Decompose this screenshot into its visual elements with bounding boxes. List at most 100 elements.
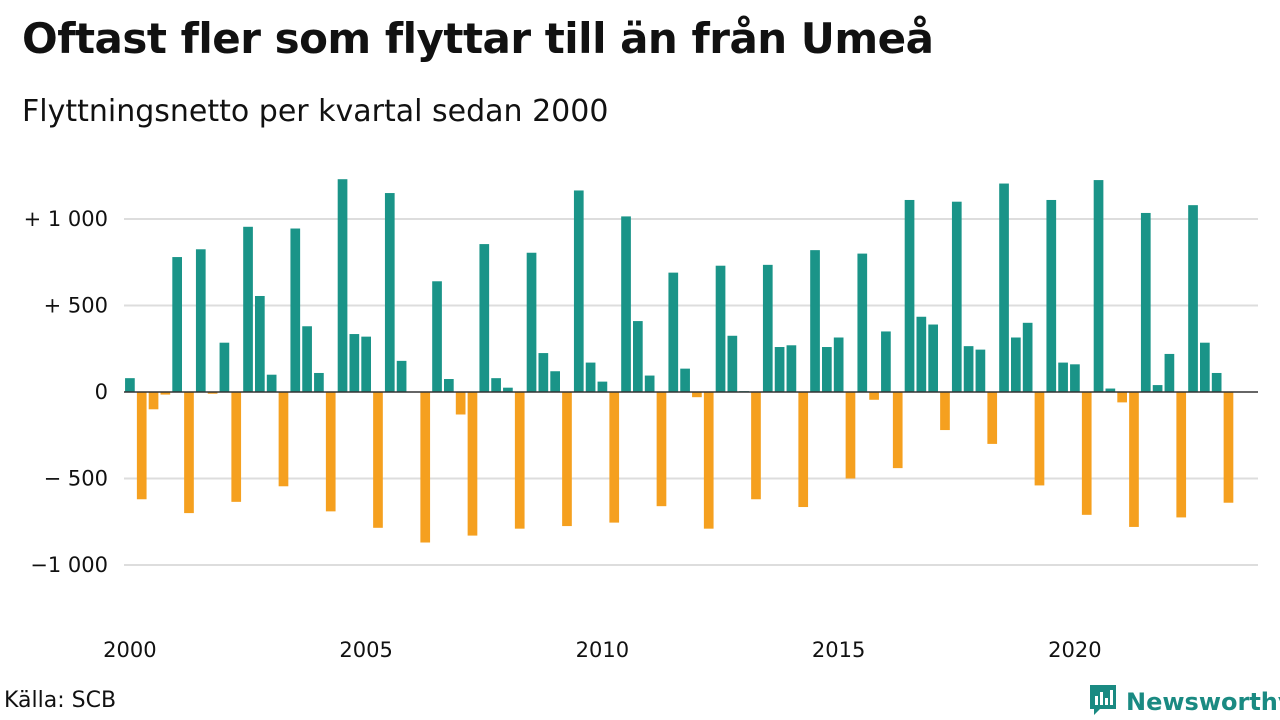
bar-2014K3 [810,250,820,392]
x-tick-label: 2015 [812,638,865,662]
bar-2012K2 [703,392,714,529]
newsworthy-chart-icon [1088,683,1118,720]
y-tick-label: − 500 [44,467,108,491]
bar-2021K3 [1140,212,1151,392]
bar-2021K2 [1129,392,1139,527]
bar-2009K2 [562,392,572,527]
bar-2001K3 [195,249,206,392]
bar-2012K1 [692,392,702,398]
bar-2011K1 [644,375,655,392]
bar-2014K2 [798,392,809,508]
bar-2015K1 [833,337,844,392]
bar-2009K1 [550,371,560,392]
bar-2019K4 [1058,362,1068,392]
bar-2004K2 [325,392,336,512]
bar-2005K4 [396,360,407,392]
bar-2002K3 [243,226,253,392]
bar-2003K2 [278,392,289,487]
y-axis-ticks: + 1 000 + 500 0 − 500 −1 000 [24,207,108,577]
bar-2000K4 [160,392,171,395]
brand-name: Newsworthy [1126,688,1280,716]
bar-2001K4 [207,392,218,394]
bar-2015K4 [869,392,879,400]
x-tick-label: 2000 [103,638,156,662]
bar-2017K2 [940,392,950,431]
bar-2010K4 [633,321,643,392]
bar-2014K1 [786,345,797,392]
bar-2010K3 [621,216,631,392]
bar-2013K2 [751,392,761,500]
bar-2006K2 [420,392,431,543]
bar-2017K4 [963,346,974,392]
bar-2020K2 [1081,392,1092,515]
bar-2011K3 [668,272,679,392]
bar-2011K4 [680,368,690,392]
bar-2004K1 [314,372,324,392]
bar-2002K1 [219,342,230,392]
bar-2002K2 [231,392,242,502]
source-label: Källa: SCB [4,688,117,713]
bar-2008K2 [514,392,525,529]
x-axis-ticks: 2000 2005 2010 2015 2020 [103,638,1101,662]
bar-2022K3 [1188,205,1198,392]
y-tick-label: + 500 [44,294,108,318]
bar-2004K4 [349,334,360,392]
bar-2012K3 [715,265,726,392]
bar-2005K3 [384,193,395,392]
bar-2016K1 [881,331,891,392]
bar-2006K3 [432,281,442,392]
bar-2021K4 [1152,385,1163,392]
bar-2017K3 [951,201,962,392]
bar-2023K1 [1211,372,1222,392]
bar-2000K1 [125,378,135,392]
bar-2008K3 [526,252,537,392]
bar-2019K1 [1022,322,1033,392]
bar-2001K2 [184,392,194,514]
bar-2008K1 [503,387,513,392]
y-tick-label: + 1 000 [24,207,108,231]
bar-2020K4 [1105,388,1116,392]
bar-2004K3 [337,179,348,392]
x-tick-label: 2005 [339,638,392,662]
bar-2007K4 [491,378,501,392]
brand-logo[interactable]: Newsworthy [1088,684,1280,720]
bar-2012K4 [727,335,738,392]
bar-2003K4 [302,326,312,392]
chart-title: Oftast fler som flyttar till än från Ume… [22,14,934,63]
bar-2010K2 [609,392,620,523]
bar-2009K3 [573,190,584,392]
bar-2003K3 [290,228,301,392]
bar-2015K2 [845,392,856,479]
bar-2016K2 [892,392,903,469]
bar-2023K2 [1223,392,1234,503]
bar-2013K4 [774,347,785,392]
bar-2010K1 [597,381,608,392]
bar-2017K1 [928,324,938,392]
bar-2006K4 [444,379,454,392]
bar-2018K4 [1011,337,1021,392]
bar-2016K4 [916,316,927,392]
bar-2005K2 [373,392,383,528]
bar-2019K3 [1046,199,1057,392]
y-tick-label: −1 000 [30,553,108,577]
bar-2008K4 [538,353,549,392]
bar-2001K1 [172,257,182,392]
x-tick-label: 2020 [1048,638,1101,662]
bar-2009K4 [585,362,596,392]
bar-2016K3 [904,199,915,392]
bar-2005K1 [361,336,371,392]
bar-2022K2 [1176,392,1187,518]
bar-2018K3 [999,183,1009,392]
bar-2007K1 [455,392,466,415]
bars [125,179,1234,543]
bar-2022K1 [1164,353,1175,392]
chart-subtitle: Flyttningsnetto per kvartal sedan 2000 [22,94,609,129]
bar-2011K2 [656,392,667,507]
bar-2014K4 [822,347,832,392]
bar-2020K1 [1070,364,1080,392]
bar-2020K3 [1093,180,1104,392]
bar-2019K2 [1034,392,1045,486]
bar-2018K2 [987,392,998,444]
